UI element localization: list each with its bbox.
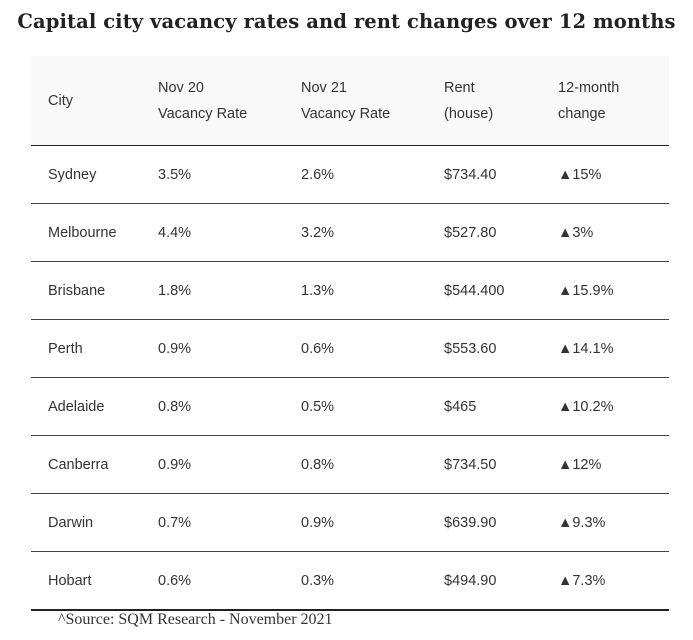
- cell-change: ▲15.9%: [541, 261, 669, 320]
- cell-city: Adelaide: [31, 377, 141, 436]
- header-nov21-line1: Nov 21: [301, 79, 347, 96]
- cell-nov20: 0.7%: [141, 493, 284, 552]
- cell-city: Darwin: [31, 493, 141, 552]
- table-row: Perth 0.9% 0.6% $553.60 ▲14.1%: [31, 319, 669, 378]
- table-header: City Nov 20 Vacancy Rate Nov 21 Vacancy …: [31, 56, 669, 146]
- header-change-line1: 12-month: [558, 79, 620, 96]
- vacancy-table-container: City Nov 20 Vacancy Rate Nov 21 Vacancy …: [31, 56, 669, 611]
- cell-change: ▲14.1%: [541, 319, 669, 378]
- header-rent: Rent (house): [427, 56, 541, 146]
- cell-change: ▲15%: [541, 145, 669, 204]
- cell-rent: $527.80: [427, 203, 541, 262]
- cell-nov21: 0.9%: [284, 493, 427, 552]
- cell-nov21: 1.3%: [284, 261, 427, 320]
- table-row: Canberra 0.9% 0.8% $734.50 ▲12%: [31, 435, 669, 494]
- cell-change: ▲9.3%: [541, 493, 669, 552]
- cell-nov20: 4.4%: [141, 203, 284, 262]
- cell-rent: $553.60: [427, 319, 541, 378]
- cell-nov20: 3.5%: [141, 145, 284, 204]
- cell-nov21: 0.5%: [284, 377, 427, 436]
- source-caption: ^Source: SQM Research - November 2021: [58, 611, 333, 628]
- cell-change: ▲12%: [541, 435, 669, 494]
- cell-city: Hobart: [31, 551, 141, 611]
- cell-nov21: 0.3%: [284, 551, 427, 611]
- header-change: 12-month change: [541, 56, 669, 146]
- cell-nov21: 2.6%: [284, 145, 427, 204]
- header-nov21-vacancy: Nov 21 Vacancy Rate: [284, 56, 427, 146]
- header-rent-line2: (house): [444, 105, 494, 122]
- cell-rent: $639.90: [427, 493, 541, 552]
- cell-change: ▲10.2%: [541, 377, 669, 436]
- table-row: Brisbane 1.8% 1.3% $544.400 ▲15.9%: [31, 261, 669, 320]
- page-title: Capital city vacancy rates and rent chan…: [17, 10, 676, 33]
- cell-city: Melbourne: [31, 203, 141, 262]
- table-row: Sydney 3.5% 2.6% $734.40 ▲15%: [31, 145, 669, 204]
- cell-city: Perth: [31, 319, 141, 378]
- cell-city: Brisbane: [31, 261, 141, 320]
- cell-rent: $494.90: [427, 551, 541, 611]
- cell-change: ▲3%: [541, 203, 669, 262]
- table-row: Adelaide 0.8% 0.5% $465 ▲10.2%: [31, 377, 669, 436]
- cell-rent: $734.50: [427, 435, 541, 494]
- cell-city: Sydney: [31, 145, 141, 204]
- header-nov20-line2: Vacancy Rate: [158, 105, 248, 122]
- cell-nov20: 0.9%: [141, 319, 284, 378]
- header-rent-line1: Rent: [444, 79, 475, 96]
- header-nov21-line2: Vacancy Rate: [301, 105, 391, 122]
- header-row: City Nov 20 Vacancy Rate Nov 21 Vacancy …: [31, 56, 669, 146]
- cell-nov20: 0.8%: [141, 377, 284, 436]
- header-nov20-vacancy: Nov 20 Vacancy Rate: [141, 56, 284, 146]
- cell-nov20: 1.8%: [141, 261, 284, 320]
- table-row: Hobart 0.6% 0.3% $494.90 ▲7.3%: [31, 551, 669, 611]
- table-row: Melbourne 4.4% 3.2% $527.80 ▲3%: [31, 203, 669, 262]
- cell-rent: $544.400: [427, 261, 541, 320]
- cell-nov21: 0.6%: [284, 319, 427, 378]
- table-body: Sydney 3.5% 2.6% $734.40 ▲15% Melbourne …: [31, 145, 669, 611]
- table-row: Darwin 0.7% 0.9% $639.90 ▲9.3%: [31, 493, 669, 552]
- cell-nov21: 3.2%: [284, 203, 427, 262]
- header-change-line2: change: [558, 105, 606, 122]
- vacancy-rent-table: City Nov 20 Vacancy Rate Nov 21 Vacancy …: [31, 56, 669, 611]
- cell-city: Canberra: [31, 435, 141, 494]
- cell-nov20: 0.9%: [141, 435, 284, 494]
- cell-nov21: 0.8%: [284, 435, 427, 494]
- header-city: City: [31, 56, 141, 146]
- header-city-label: City: [48, 92, 73, 109]
- cell-rent: $734.40: [427, 145, 541, 204]
- cell-nov20: 0.6%: [141, 551, 284, 611]
- cell-rent: $465: [427, 377, 541, 436]
- header-nov20-line1: Nov 20: [158, 79, 204, 96]
- cell-change: ▲7.3%: [541, 551, 669, 611]
